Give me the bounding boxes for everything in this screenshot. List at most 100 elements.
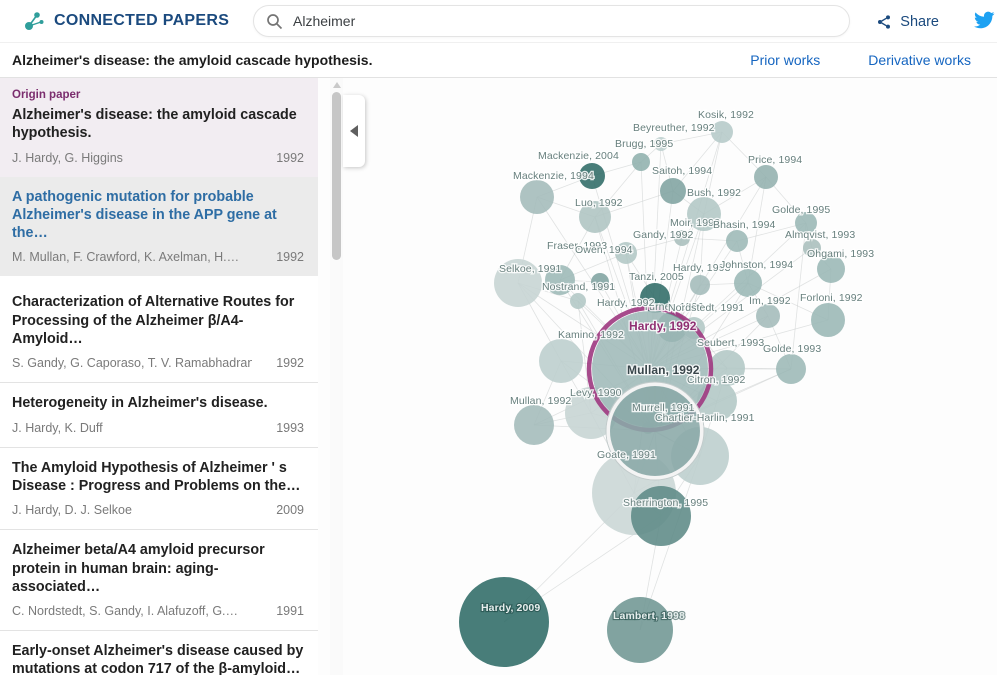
graph-node-label: Owen, 1994 (575, 244, 633, 256)
graph-node-label: Turner, 1996 (643, 301, 703, 313)
graph-node[interactable] (726, 230, 748, 252)
twitter-icon (974, 11, 995, 29)
graph-node[interactable] (654, 137, 668, 151)
graph-node-label: Bush, 1992 (687, 187, 741, 199)
graph-node-label: Lambert, 1998 (613, 610, 685, 622)
graph-node-label: Chartier-Harlin, 1991 (655, 412, 755, 424)
graph-node[interactable] (776, 354, 806, 384)
graph-node[interactable] (803, 239, 821, 257)
search-input[interactable] (293, 13, 793, 29)
graph-node[interactable] (734, 269, 762, 297)
derivative-works-link[interactable]: Derivative works (868, 52, 971, 68)
paper-authors: J. Hardy, K. Duff (12, 420, 103, 435)
graph-node-label: Kamino, 1992 (558, 329, 624, 341)
paper-list-item[interactable]: Early-onset Alzheimer's disease caused b… (0, 631, 318, 675)
paper-authors: J. Hardy, D. J. Selkoe (12, 503, 132, 518)
graph-node[interactable] (591, 273, 609, 291)
paper-list-item[interactable]: Alzheimer beta/A4 amyloid precursor prot… (0, 530, 318, 630)
graph-node[interactable] (709, 350, 745, 386)
graph-edge (747, 176, 767, 284)
graph-node[interactable] (631, 486, 691, 546)
graph-node[interactable] (632, 153, 650, 171)
graph-node-label: Gandy, 1992 (633, 229, 694, 241)
graph-node[interactable] (756, 304, 780, 328)
origin-paper-badge: Origin paper (12, 89, 81, 101)
graph-node-label: Im, 1992 (749, 295, 791, 307)
graph-node[interactable] (811, 303, 845, 337)
graph-node[interactable] (570, 293, 586, 309)
graph-node[interactable] (579, 163, 605, 189)
chevron-left-icon (350, 125, 358, 137)
graph-node-label: Selkoe, 1991 (499, 263, 562, 275)
paper-year: 1993 (276, 420, 304, 435)
graph-node-label: Luo, 1992 (575, 197, 623, 209)
graph-node[interactable] (640, 283, 670, 313)
list-divider (0, 446, 318, 448)
sidebar-collapse-button[interactable] (343, 95, 365, 167)
prior-works-link[interactable]: Prior works (750, 52, 821, 68)
paper-title: Early-onset Alzheimer's disease caused b… (12, 643, 304, 675)
graph-node[interactable] (545, 265, 575, 295)
graph-node-label: Price, 1994 (748, 154, 802, 166)
graph-node-label: Citron, 1992 (687, 374, 745, 386)
graph-node-label: Beyreuther, 1992 (633, 122, 715, 134)
graph-node[interactable] (494, 259, 542, 307)
graph-node[interactable] (690, 275, 710, 295)
paper-list-item[interactable]: Characterization of Alternative Routes f… (0, 282, 318, 382)
graph-node[interactable] (795, 212, 817, 234)
graph-node[interactable] (615, 242, 637, 264)
scrollbar-up-arrow-icon[interactable] (333, 82, 341, 88)
paper-title: Alzheimer beta/A4 amyloid precursor prot… (12, 542, 265, 595)
selected-node-ring (606, 382, 704, 480)
top-header: CONNECTED PAPERS Share (0, 0, 997, 43)
graph-node-label: Hardy, 2009 (481, 602, 540, 614)
graph-node[interactable] (579, 201, 611, 233)
graph-node[interactable] (687, 197, 721, 231)
paper-title: The Amyloid Hypothesis of Alzheimer ' s … (12, 459, 301, 494)
graph-node-label: Hardy, 1993 (673, 262, 731, 274)
graph-node-label: Moir, 1992 (670, 217, 720, 229)
graph-node[interactable] (539, 339, 583, 383)
graph-node-label: Golde, 1993 (763, 343, 821, 355)
graph-node[interactable] (754, 165, 778, 189)
graph-node[interactable] (520, 180, 554, 214)
selected-node-ring-outer (605, 381, 705, 481)
graph-node[interactable] (607, 597, 673, 663)
graph-node[interactable] (711, 121, 733, 143)
graph-node-label: Murrell, 1991 (632, 402, 695, 414)
search-icon (267, 13, 283, 29)
graph-node[interactable] (674, 230, 690, 246)
brand[interactable]: CONNECTED PAPERS (24, 10, 229, 32)
paper-year: 1992 (276, 150, 304, 165)
sidebar-scrollbar[interactable] (330, 78, 343, 675)
graph-node-label: Seubert, 1993 (697, 337, 764, 349)
paper-title: Heterogeneity in Alzheimer's disease. (12, 395, 268, 412)
graph-node-label: Forloni, 1992 (800, 292, 863, 304)
graph-node-label: Tanzi, 2005 (629, 271, 684, 283)
paper-list-item[interactable]: The Amyloid Hypothesis of Alzheimer ' s … (0, 448, 318, 530)
graph-node-label: Ohgami, 1993 (807, 248, 874, 260)
share-label: Share (900, 13, 939, 30)
graph-node[interactable] (817, 255, 845, 283)
twitter-button[interactable] (973, 11, 995, 35)
graph-node-label: Mullan, 1992 (510, 395, 571, 407)
graph-node[interactable] (660, 178, 686, 204)
paper-list-item[interactable]: Heterogeneity in Alzheimer's disease. J.… (0, 383, 318, 446)
page-title: Alzheimer's disease: the amyloid cascade… (12, 52, 373, 68)
graph-node-label: Golde, 1995 (772, 204, 830, 216)
graph-node[interactable] (514, 405, 554, 445)
paper-title: A pathogenic mutation for probable Alzhe… (12, 188, 277, 242)
share-button[interactable]: Share (876, 0, 939, 43)
paper-list-item-origin[interactable]: Origin paper Alzheimer's disease: the am… (0, 78, 318, 177)
scrollbar-thumb[interactable] (332, 92, 341, 260)
search-bar[interactable] (253, 5, 850, 37)
graph-node-label: Nordstedt, 1991 (668, 302, 744, 314)
graph-node-label: Goate, 1991 (597, 449, 656, 461)
paper-authors: C. Nordstedt, S. Gandy, I. Alafuzoff, G.… (12, 604, 239, 619)
graph-node-label: Levy, 1990 (570, 387, 622, 399)
graph-node[interactable] (459, 577, 549, 667)
graph-node[interactable] (610, 386, 700, 476)
paper-list-item[interactable]: A pathogenic mutation for probable Alzhe… (0, 176, 318, 277)
